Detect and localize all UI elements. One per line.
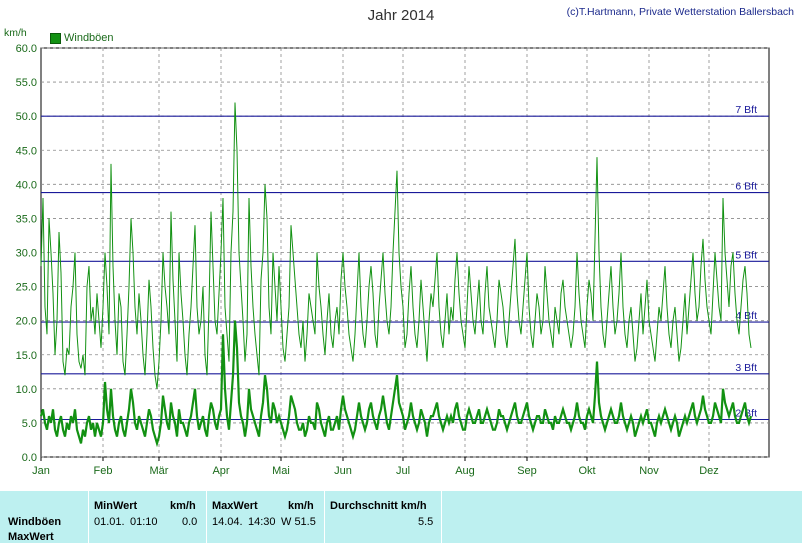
y-tick-label: 20.0 — [16, 316, 37, 328]
avg-header: Durchschnitt km/h — [330, 500, 427, 512]
min-value: 0.0 — [182, 516, 198, 528]
legend: Windböen — [50, 32, 114, 44]
y-tick-label: 25.0 — [16, 282, 37, 294]
legend-label: Windböen — [64, 32, 114, 44]
max-date: 14.04. — [212, 516, 243, 528]
x-tick-label: Apr — [212, 465, 229, 477]
x-tick-label: Jan — [32, 465, 50, 477]
divider — [206, 491, 207, 543]
bft-label: 4 Bft — [735, 310, 757, 322]
y-tick-label: 55.0 — [16, 77, 37, 89]
chart-title: Jahr 2014 — [367, 7, 435, 24]
x-tick-label: Aug — [455, 465, 475, 477]
bft-label: 5 Bft — [735, 249, 757, 261]
x-tick-label: Sep — [517, 465, 537, 477]
y-tick-label: 35.0 — [16, 213, 37, 225]
min-header: MinWert — [94, 500, 138, 512]
bft-label: 6 Bft — [735, 181, 757, 193]
min-time: 01:10 — [130, 516, 158, 528]
x-tick-label: Jul — [396, 465, 410, 477]
x-tick-label: Jun — [334, 465, 352, 477]
wind-chart: 0.0 5.0 10.0 15.0 20.0 25.0 30.0 35.0 40.0 45.0 50… — [16, 43, 770, 477]
x-tick-label: Feb — [94, 465, 113, 477]
y-unit-label: km/h — [4, 27, 27, 39]
x-tick-label: Nov — [639, 465, 659, 477]
y-tick-label: 15.0 — [16, 350, 37, 362]
max-value: W 51.5 — [281, 516, 316, 528]
stats-panel: Windböen MaxWert MinWert km/h 01.01. 01:… — [0, 491, 802, 543]
y-tick-label: 5.0 — [22, 418, 37, 430]
avg-value: 5.5 — [418, 516, 434, 528]
x-tick-label: Dez — [699, 465, 719, 477]
bft-label: 7 Bft — [735, 104, 757, 116]
series-line-gusts-avg — [39, 320, 753, 448]
y-tick-label: 10.0 — [16, 384, 37, 396]
series-line-gusts-peak — [40, 102, 752, 389]
legend-swatch — [50, 32, 61, 44]
y-tick-label: 45.0 — [16, 145, 37, 157]
bft-label: 3 Bft — [735, 362, 757, 374]
x-tick-label: Mär — [150, 465, 169, 477]
x-tick-label: Okt — [578, 465, 595, 477]
y-tick-label: 0.0 — [22, 452, 37, 464]
credit-text: (c)T.Hartmann, Private Wetterstation Bal… — [566, 6, 794, 18]
min-date: 01.01. — [94, 516, 125, 528]
max-time: 14:30 — [248, 516, 276, 528]
chart-area: 0.0 5.0 10.0 15.0 20.0 25.0 30.0 35.0 40.0 45.0 50… — [4, 6, 794, 477]
y-tick-label: 50.0 — [16, 111, 37, 123]
row-label-windboeen: Windböen — [8, 516, 62, 528]
divider — [441, 491, 442, 543]
divider — [324, 491, 325, 543]
row-label-maxwert: MaxWert — [8, 531, 54, 543]
max-header: MaxWert — [212, 500, 258, 512]
max-unit: km/h — [288, 500, 314, 512]
min-unit: km/h — [170, 500, 196, 512]
x-tick-label: Mai — [272, 465, 290, 477]
y-tick-label: 60.0 — [16, 43, 37, 55]
y-tick-label: 30.0 — [16, 248, 37, 260]
divider — [88, 491, 89, 543]
y-tick-label: 40.0 — [16, 179, 37, 191]
